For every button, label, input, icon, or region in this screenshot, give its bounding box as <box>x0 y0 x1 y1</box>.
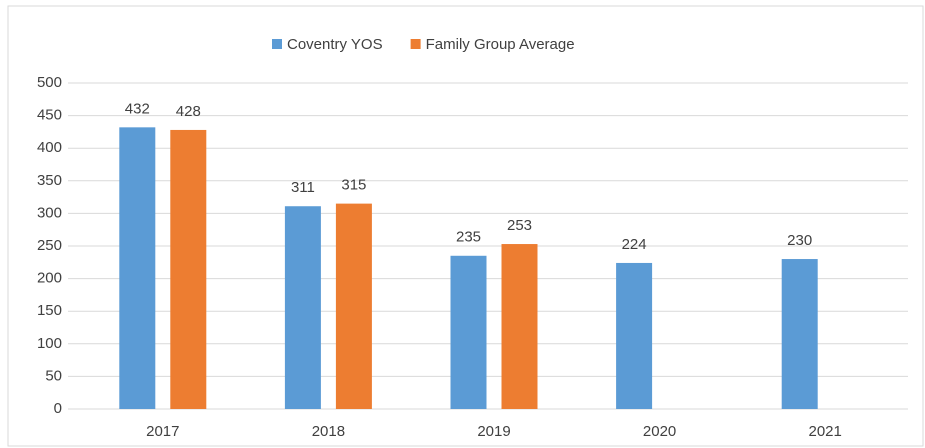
data-label: 432 <box>125 100 150 117</box>
data-label: 253 <box>507 217 532 234</box>
y-tick-label: 50 <box>45 367 62 384</box>
legend-swatch <box>272 39 282 49</box>
bar <box>781 259 818 409</box>
bar <box>170 129 207 409</box>
y-tick-label: 400 <box>37 139 62 156</box>
y-tick-label: 100 <box>37 335 62 352</box>
bar <box>501 244 538 409</box>
x-tick-label: 2021 <box>809 423 842 440</box>
bar <box>616 262 653 409</box>
data-label: 224 <box>622 236 647 253</box>
data-label: 235 <box>456 229 481 246</box>
y-tick-label: 300 <box>37 204 62 221</box>
y-tick-label: 450 <box>37 107 62 124</box>
x-tick-label: 2019 <box>477 423 510 440</box>
legend-label: Coventry YOS <box>287 36 383 53</box>
y-tick-label: 150 <box>37 302 62 319</box>
bar <box>450 255 487 409</box>
legend-swatch <box>410 39 421 49</box>
bar <box>119 127 156 409</box>
y-tick-label: 0 <box>54 400 62 417</box>
data-label: 315 <box>341 177 366 194</box>
y-tick-label: 250 <box>37 237 62 254</box>
x-tick-label: 2020 <box>643 423 676 440</box>
x-tick-label: 2017 <box>146 423 179 440</box>
bar <box>284 206 321 409</box>
y-tick-label: 350 <box>37 172 62 189</box>
bar <box>335 203 372 409</box>
data-label: 311 <box>291 179 315 196</box>
y-tick-label: 500 <box>37 74 62 91</box>
legend-label: Family Group Average <box>426 36 575 53</box>
data-label: 428 <box>176 103 201 120</box>
data-label: 230 <box>787 232 812 249</box>
x-tick-label: 2018 <box>312 423 345 440</box>
y-tick-label: 200 <box>37 270 62 287</box>
